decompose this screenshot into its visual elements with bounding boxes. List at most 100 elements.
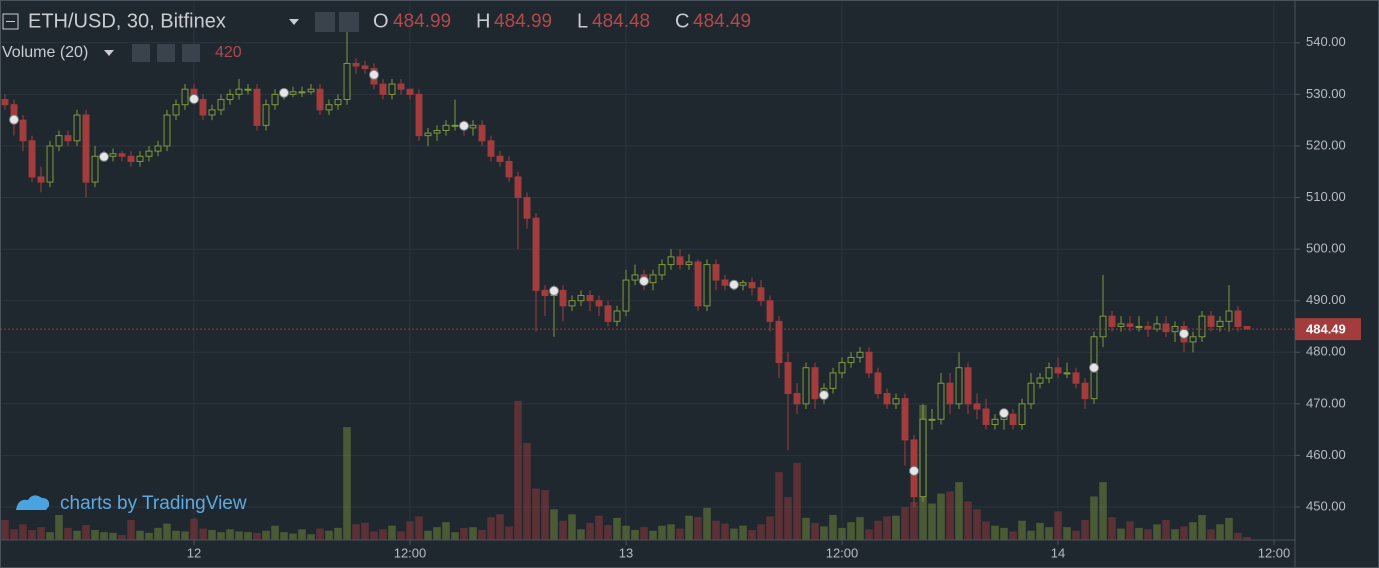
volume-bar (1009, 531, 1017, 540)
volume-bar (901, 507, 909, 540)
candle-body (757, 287, 765, 302)
volume-bar (163, 523, 171, 540)
tradingview-logo[interactable] (16, 495, 50, 510)
candle-body (694, 261, 702, 307)
volume-bar (19, 524, 27, 540)
candle-body (775, 320, 783, 364)
candle-body (19, 119, 27, 142)
watermark[interactable]: charts by TradingView (60, 493, 247, 514)
volume-bar (622, 525, 630, 540)
volume-bar (109, 532, 117, 540)
volume-bar (928, 503, 936, 540)
volume-bar (1117, 528, 1125, 540)
candle-body (1162, 323, 1170, 333)
candle-body (1027, 382, 1035, 405)
volume-bar (1180, 526, 1188, 540)
volume-bar (460, 527, 468, 540)
candle-body (631, 274, 639, 281)
axes: 450.00 460.00 470.00 480.00 490.00 500.00 510.… (0, 34, 1361, 560)
candle-body (973, 403, 981, 410)
y-tick-label: 450.00 (1306, 498, 1346, 513)
candle-body (1234, 310, 1242, 327)
volume-bar (235, 531, 243, 540)
candle-body (424, 132, 432, 137)
volume-bar (379, 529, 387, 540)
candle-body (667, 256, 675, 266)
collapse-icon[interactable] (2, 13, 19, 30)
close-icon[interactable] (182, 44, 200, 62)
volume-bar (415, 516, 423, 540)
candle-body (676, 256, 684, 266)
volume-bar (55, 515, 63, 540)
candle-body (82, 114, 90, 183)
volume-bar (595, 515, 603, 540)
volume-bar (586, 522, 594, 540)
trade-marker (279, 87, 290, 98)
volume-bar (37, 527, 45, 540)
volume-bar (1081, 520, 1089, 540)
symbol-title[interactable]: ETH/USD, 30, Bitfinex (28, 10, 226, 32)
candle-body (379, 83, 387, 95)
candle-body (793, 393, 801, 405)
candle-body (1198, 315, 1206, 338)
volume-bar (334, 527, 342, 540)
volume-bar (757, 524, 765, 540)
candle-body (469, 124, 477, 129)
volume-bar (343, 427, 351, 540)
candle-body (613, 310, 621, 322)
trade-marker (1089, 362, 1100, 373)
candle-body (325, 104, 333, 111)
volume-bar (982, 521, 990, 540)
trade-marker (639, 276, 650, 287)
trade-marker (729, 279, 740, 290)
candle-body (109, 153, 117, 157)
eye-icon[interactable] (315, 12, 335, 32)
volume-bar (550, 509, 558, 540)
candle-body (145, 150, 153, 157)
candle-body (226, 93, 234, 101)
eye-icon[interactable] (132, 44, 150, 62)
settings-icon[interactable] (157, 44, 175, 62)
candle-body (181, 88, 189, 106)
volume-bar (226, 529, 234, 540)
volume-bar (280, 532, 288, 540)
volume-bar (964, 501, 972, 540)
volume-bar (568, 514, 576, 540)
volume-bar (1198, 515, 1206, 540)
volume-bar (1126, 521, 1134, 540)
volume-bar (775, 472, 783, 540)
trade-marker (819, 390, 830, 401)
volume-bar (172, 530, 180, 540)
volume-bar (955, 482, 963, 540)
candle-body (1036, 377, 1044, 384)
volume-bar (640, 527, 648, 540)
candle-body (316, 88, 324, 111)
volume-bar (1144, 529, 1152, 540)
candle-body (865, 351, 873, 374)
volume-bar (262, 530, 270, 540)
volume-bar (694, 517, 702, 540)
volume-bar (298, 529, 306, 540)
candle-body (334, 99, 342, 106)
volume-bar (271, 525, 279, 540)
settings-icon[interactable] (339, 12, 359, 32)
volume-bar (910, 502, 918, 540)
volume-bar (865, 529, 873, 540)
candle-body (784, 362, 792, 395)
volume-title[interactable]: Volume (20) (2, 44, 88, 61)
candle-body (496, 155, 504, 162)
volume-bar (811, 522, 819, 540)
volume-bar (631, 530, 639, 540)
volume-bar (793, 462, 801, 540)
candle-body (217, 99, 225, 111)
volume-bar (1, 520, 9, 540)
candle-body (847, 356, 855, 364)
trade-marker (909, 465, 920, 476)
dropdown-arrow[interactable] (104, 50, 114, 56)
ohlc-label: L (577, 10, 588, 32)
candle-body (298, 91, 306, 94)
candle-body (487, 140, 495, 157)
dropdown-arrow[interactable] (289, 19, 299, 25)
volume-bar (217, 532, 225, 540)
trade-marker (9, 114, 20, 125)
